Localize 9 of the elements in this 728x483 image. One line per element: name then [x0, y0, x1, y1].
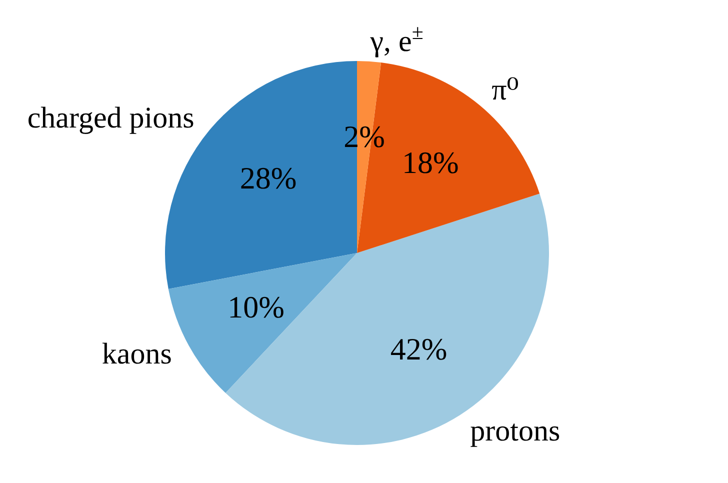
- slice-label: π⁰: [492, 73, 519, 106]
- data-label: 10%: [228, 290, 284, 324]
- slice-label: kaons: [102, 338, 172, 371]
- data-label: 28%: [240, 160, 297, 196]
- slice-label: γ, e$^{±}$: [369, 20, 424, 58]
- data-label: 18%: [402, 145, 459, 180]
- data-label: 42%: [390, 331, 448, 366]
- slice-label: charged pions: [27, 101, 194, 134]
- slice-label: protons: [470, 414, 560, 448]
